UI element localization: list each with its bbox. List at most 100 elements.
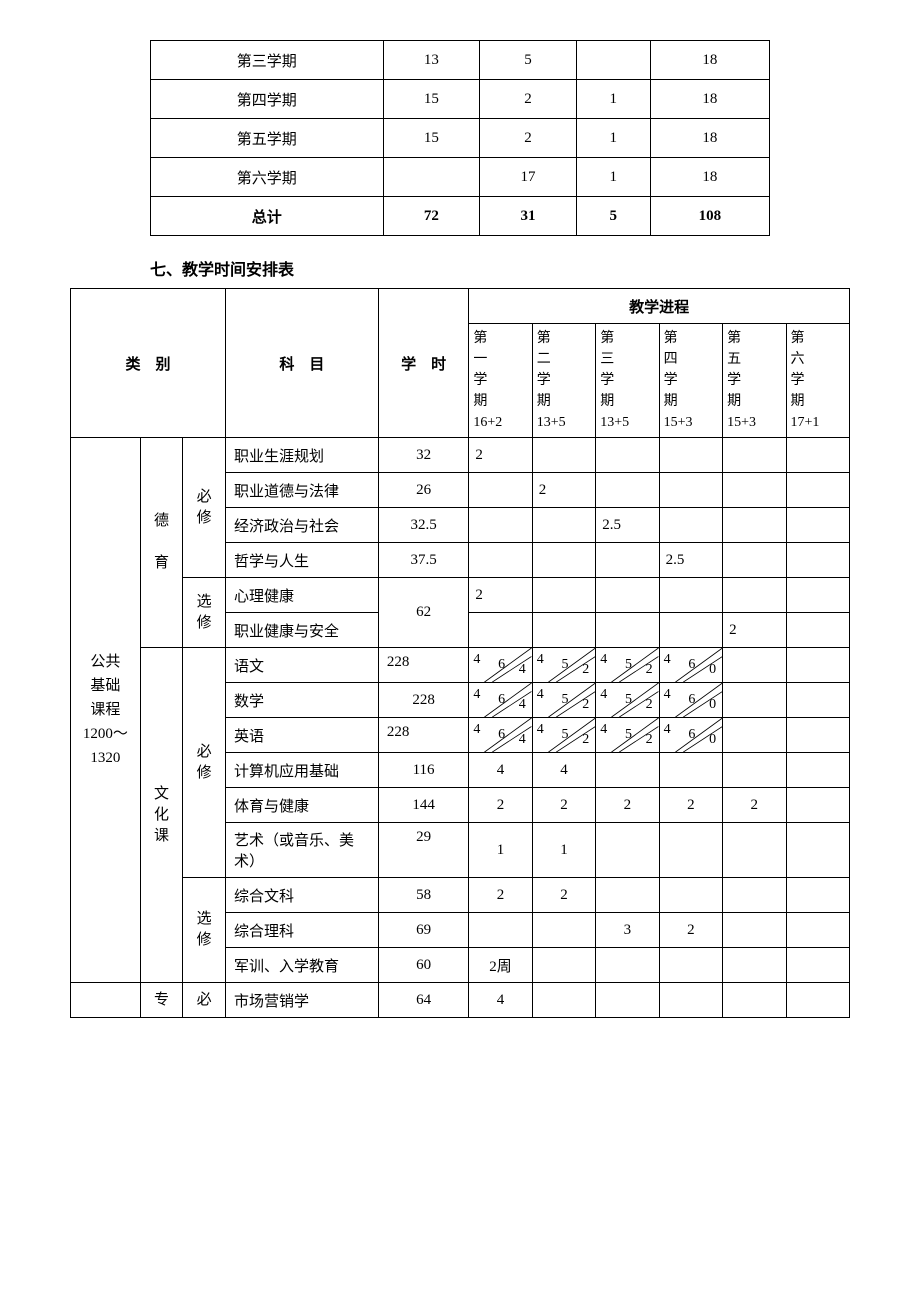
sem-val xyxy=(532,438,595,473)
course-name: 职业生涯规划 xyxy=(225,438,378,473)
group-deyu: 德育 xyxy=(140,438,183,648)
sem-val xyxy=(659,508,722,543)
course-name: 计算机应用基础 xyxy=(225,753,378,788)
sem-hdr-4: 第四学期15+3 xyxy=(659,324,722,438)
course-hours: 32 xyxy=(378,438,468,473)
cell: 108 xyxy=(650,197,769,236)
diag-c: 2 xyxy=(646,662,653,678)
course-hours: 32.5 xyxy=(378,508,468,543)
cell: 72 xyxy=(383,197,480,236)
sem-name: 第五学期 xyxy=(727,331,741,409)
category-main-cont xyxy=(71,983,141,1018)
course-name: 体育与健康 xyxy=(225,788,378,823)
course-name: 综合文科 xyxy=(225,878,378,913)
sem-val xyxy=(596,438,659,473)
diag-cell: 460 xyxy=(659,648,722,683)
course-hours: 64 xyxy=(378,983,468,1018)
course-name: 市场营销学 xyxy=(225,983,378,1018)
diag-b: 6 xyxy=(498,657,505,673)
sem-weeks: 13+5 xyxy=(600,415,629,430)
sem-val xyxy=(723,878,786,913)
sem-val xyxy=(786,648,850,683)
section-heading: 七、教学时间安排表 xyxy=(40,256,920,280)
course-name: 综合理科 xyxy=(225,913,378,948)
diag-a: 4 xyxy=(537,652,544,668)
sem-val xyxy=(596,473,659,508)
reqtype-xuanxiu: 选修 xyxy=(183,878,226,983)
sem-val xyxy=(659,578,722,613)
course-name: 职业道德与法律 xyxy=(225,473,378,508)
cell: 18 xyxy=(650,158,769,197)
sem-val xyxy=(786,578,850,613)
sem-val xyxy=(723,648,786,683)
diag-b: 6 xyxy=(688,657,695,673)
sem-val xyxy=(723,948,786,983)
sem-val: 2 xyxy=(469,878,532,913)
diag-c: 2 xyxy=(582,732,589,748)
sem-val xyxy=(786,718,850,753)
sem-val xyxy=(786,438,850,473)
course-hours: 60 xyxy=(378,948,468,983)
table-row: 第六学期 17 1 18 xyxy=(151,158,770,197)
sem-val: 2.5 xyxy=(596,508,659,543)
sem-val xyxy=(596,983,659,1018)
col-subject: 科 目 xyxy=(225,289,378,438)
course-hours: 26 xyxy=(378,473,468,508)
cell: 1 xyxy=(576,158,650,197)
course-name: 数学 xyxy=(225,683,378,718)
sem-val xyxy=(723,508,786,543)
sem-val xyxy=(532,613,595,648)
sem-val xyxy=(659,613,722,648)
sem-hdr-5: 第五学期15+3 xyxy=(723,324,786,438)
cell xyxy=(383,158,480,197)
sem-weeks: 16+2 xyxy=(473,415,502,430)
course-name: 经济政治与社会 xyxy=(225,508,378,543)
sem-hdr-6: 第六学期17+1 xyxy=(786,324,850,438)
sem-val xyxy=(532,913,595,948)
sem-val: 2.5 xyxy=(659,543,722,578)
diag-cell: 452 xyxy=(532,683,595,718)
diag-b: 5 xyxy=(562,692,569,708)
sem-val: 2 xyxy=(532,878,595,913)
col-hours: 学 时 xyxy=(378,289,468,438)
course-hours: 228 xyxy=(378,718,468,753)
sem-val xyxy=(786,753,850,788)
sem-name: 第一学期 xyxy=(473,331,487,409)
course-row: 专 必 市场营销学 64 4 xyxy=(71,983,850,1018)
sem-val xyxy=(469,613,532,648)
diag-a: 4 xyxy=(537,722,544,738)
sem-val xyxy=(596,613,659,648)
cell: 18 xyxy=(650,80,769,119)
sem-val xyxy=(723,753,786,788)
course-row: 文化课 必修 语文 228 464 452 452 460 xyxy=(71,648,850,683)
cell: 18 xyxy=(650,119,769,158)
sem-weeks: 13+5 xyxy=(537,415,566,430)
sem-val xyxy=(532,983,595,1018)
total-label: 总计 xyxy=(151,197,384,236)
sem-val xyxy=(596,948,659,983)
diag-a: 4 xyxy=(600,722,607,738)
cell: 5 xyxy=(480,41,577,80)
sem-val xyxy=(786,508,850,543)
diag-cell: 464 xyxy=(469,648,532,683)
sem-val: 1 xyxy=(469,823,532,878)
diag-a: 4 xyxy=(600,652,607,668)
course-name: 语文 xyxy=(225,648,378,683)
sem-val xyxy=(532,948,595,983)
semester-summary-table: 第三学期 13 5 18 第四学期 15 2 1 18 第五学期 15 2 1 … xyxy=(150,40,770,236)
course-row: 选修 综合文科 58 2 2 xyxy=(71,878,850,913)
diag-c: 2 xyxy=(646,732,653,748)
diag-a: 4 xyxy=(473,722,480,738)
cell: 18 xyxy=(650,41,769,80)
diag-cell: 452 xyxy=(532,718,595,753)
diag-cell: 460 xyxy=(659,718,722,753)
course-name: 艺术（或音乐、美术） xyxy=(225,823,378,878)
group-zhuan: 专 xyxy=(140,983,183,1018)
table-row: 第五学期 15 2 1 18 xyxy=(151,119,770,158)
sem-val xyxy=(469,543,532,578)
sem-hdr-3: 第三学期13+5 xyxy=(596,324,659,438)
sem-weeks: 17+1 xyxy=(791,415,820,430)
sem-val xyxy=(723,983,786,1018)
sem-val xyxy=(723,823,786,878)
diag-cell: 452 xyxy=(532,648,595,683)
